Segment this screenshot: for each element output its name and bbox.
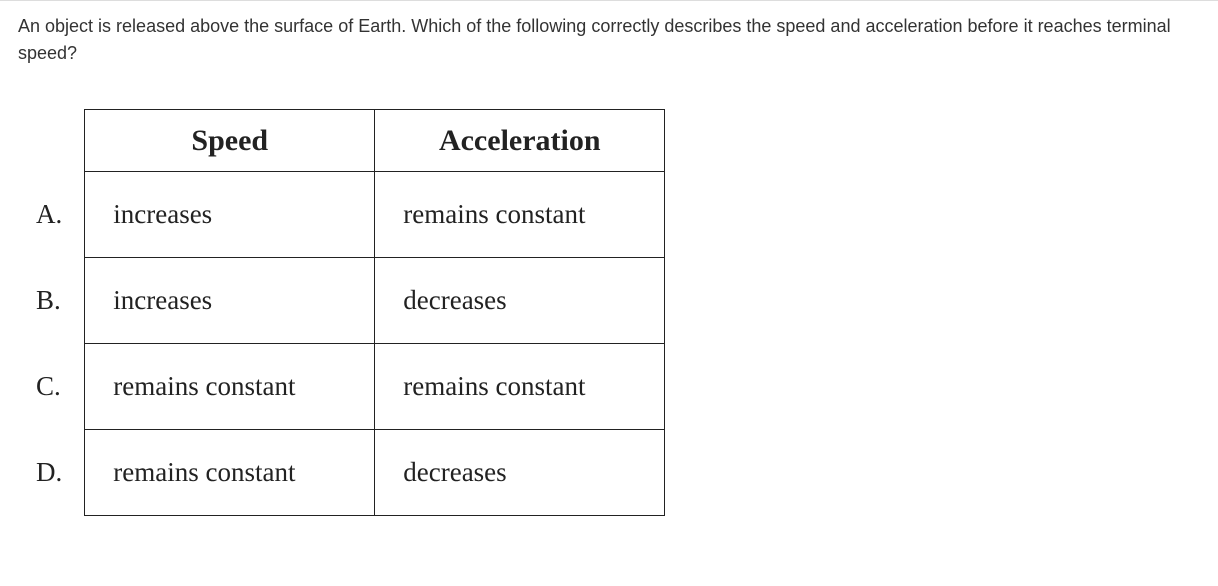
table-row: remains constant decreases [85,430,665,516]
cell-speed: increases [85,172,375,258]
row-label: A. [30,171,62,257]
cell-acceleration: decreases [375,258,665,344]
cell-speed: remains constant [85,430,375,516]
answer-table: Speed Acceleration increases remains con… [84,109,665,516]
cell-speed: increases [85,258,375,344]
cell-acceleration: remains constant [375,344,665,430]
cell-acceleration: decreases [375,430,665,516]
column-header-speed: Speed [85,110,375,172]
cell-speed: remains constant [85,344,375,430]
row-labels-column: A. B. C. D. [30,109,62,516]
table-row: increases decreases [85,258,665,344]
table-row: increases remains constant [85,172,665,258]
column-header-acceleration: Acceleration [375,110,665,172]
row-label-spacer [30,109,62,171]
cell-acceleration: remains constant [375,172,665,258]
row-label: C. [30,343,62,429]
table-row: remains constant remains constant [85,344,665,430]
table-header: Speed Acceleration [85,110,665,172]
row-label: D. [30,429,62,515]
table-body: increases remains constant increases dec… [85,172,665,516]
question-text: An object is released above the surface … [18,13,1200,67]
row-label: B. [30,257,62,343]
answer-table-wrap: A. B. C. D. Speed Acceleration increases… [30,109,1200,516]
table-header-row: Speed Acceleration [85,110,665,172]
question-container: An object is released above the surface … [0,0,1218,546]
